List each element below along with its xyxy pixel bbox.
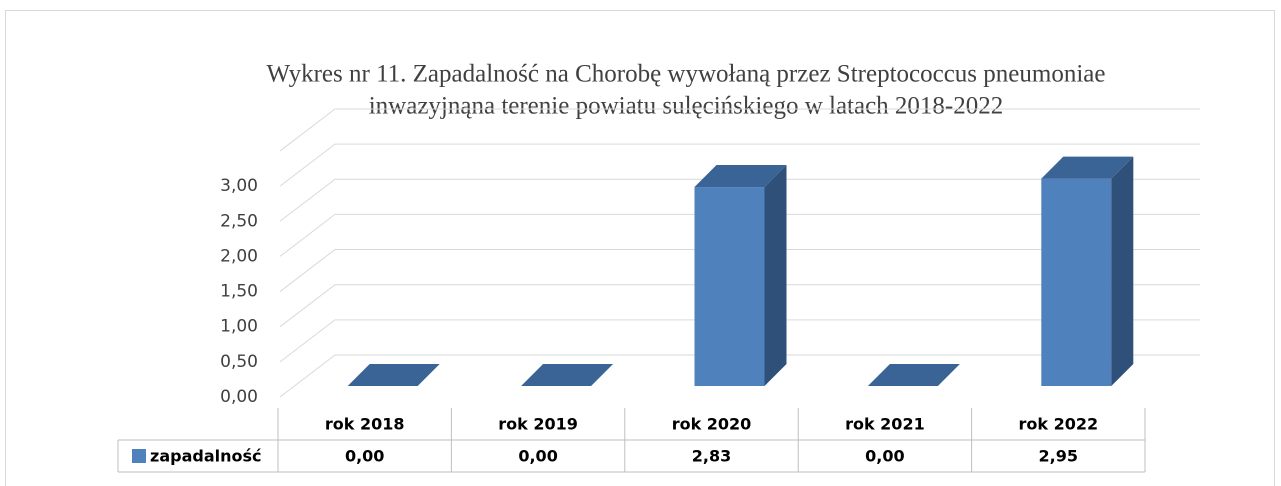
- y-tick-label: 0,50: [220, 352, 258, 372]
- bar-top: [1041, 156, 1134, 179]
- grid-line: [279, 319, 1200, 363]
- grid-line: [279, 249, 1200, 292]
- x-tick-label: rok 2022: [1018, 415, 1098, 434]
- grid-line: [279, 108, 1200, 152]
- bar-top: [694, 165, 787, 188]
- bar-top: [867, 364, 960, 386]
- x-tick-label: rok 2018: [325, 415, 405, 434]
- x-tick-label: rok 2020: [672, 415, 752, 434]
- table-value: 0,00: [518, 447, 557, 466]
- grid-line: [279, 143, 1200, 187]
- bar-front: [1041, 178, 1112, 386]
- bar-front: [694, 187, 765, 386]
- y-tick-label: 2,00: [220, 246, 258, 266]
- bar-side: [1111, 156, 1134, 386]
- y-tick-label: 1,00: [220, 317, 258, 337]
- y-tick-label: 3,00: [220, 176, 258, 196]
- table-value: 0,00: [865, 447, 904, 466]
- chart-subtitle: inwazyjnąna terenie powiatu sulęcińskieg…: [369, 93, 1004, 120]
- x-tick-label: rok 2021: [845, 415, 925, 434]
- grid-line: [279, 284, 1200, 328]
- chart-title: Wykres nr 11. Zapadalność na Chorobę wyw…: [267, 61, 1106, 88]
- y-tick-label: 1,50: [220, 282, 258, 302]
- bar-top: [347, 364, 440, 386]
- bar-side: [764, 165, 787, 386]
- table-value: 0,00: [345, 447, 384, 466]
- y-tick-label: 2,50: [220, 211, 258, 231]
- grid-line: [279, 354, 1200, 398]
- table-value: 2,83: [692, 447, 731, 466]
- y-tick-label: 0,00: [220, 387, 258, 407]
- grid-line: [279, 178, 1200, 222]
- table-value: 2,95: [1039, 447, 1078, 466]
- bar-top: [521, 364, 614, 386]
- legend-swatch: [132, 449, 146, 463]
- grid-line: [279, 213, 1200, 257]
- legend-label: zapadalność: [150, 447, 261, 466]
- x-tick-label: rok 2019: [498, 415, 578, 434]
